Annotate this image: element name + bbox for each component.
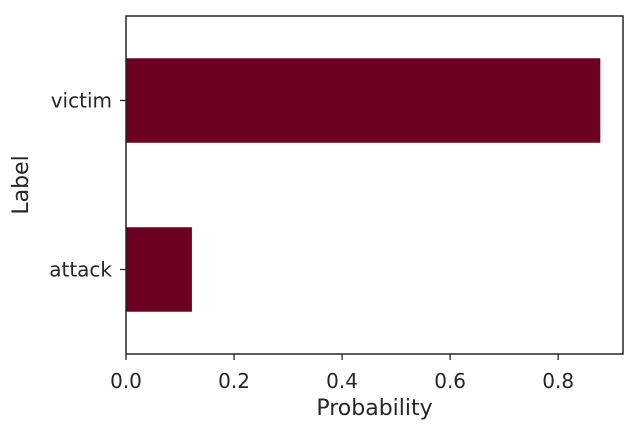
plot-frame — [125, 15, 624, 355]
bar-victim — [126, 58, 601, 143]
x-tick-label: 0.4 — [326, 369, 358, 393]
bars-group — [126, 58, 601, 312]
y-ticks-group: attack victim — [49, 89, 126, 282]
x-tick-label: 0.6 — [434, 369, 466, 393]
x-axis-title: Probability — [316, 396, 432, 421]
x-tick-label: 0.0 — [110, 369, 142, 393]
y-axis-title: Label — [9, 155, 34, 214]
y-tick-label: attack — [49, 258, 112, 282]
x-ticks-group: 0.0 0.2 0.4 0.6 0.8 — [110, 354, 574, 393]
x-tick-label: 0.2 — [218, 369, 250, 393]
bar-attack — [126, 227, 192, 312]
x-tick-label: 0.8 — [542, 369, 574, 393]
y-tick-label: victim — [51, 89, 112, 113]
